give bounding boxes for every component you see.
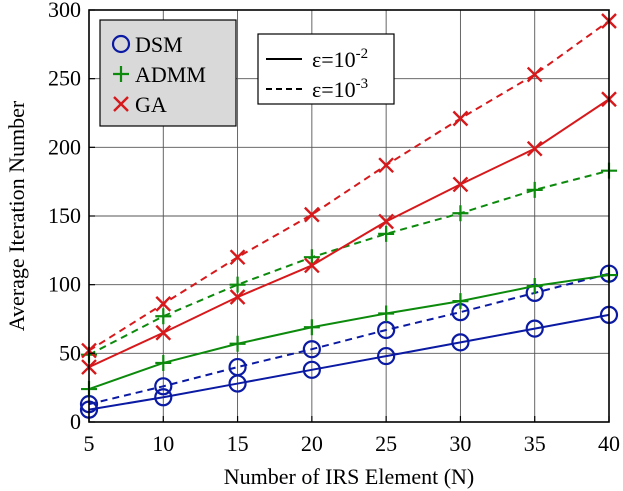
legend-methods-items: DSM ADMM GA xyxy=(111,32,206,117)
x-tick-label: 20 xyxy=(301,431,323,456)
data-point xyxy=(302,340,321,359)
data-point xyxy=(526,181,543,198)
x-tick-label: 35 xyxy=(524,431,546,456)
data-point xyxy=(377,320,396,340)
data-point xyxy=(526,66,543,83)
data-point xyxy=(525,319,544,338)
data-point xyxy=(378,305,395,322)
data-point xyxy=(154,377,173,396)
y-axis-title: Average Iteration Number xyxy=(4,100,29,331)
legend-tolerance-items: ε=10-2ε=10-3 xyxy=(266,46,368,102)
x-tick-label: 25 xyxy=(375,431,397,456)
data-point xyxy=(451,333,470,352)
data-point xyxy=(378,225,395,242)
data-point xyxy=(304,257,320,274)
series-line xyxy=(88,169,610,356)
legend-label-admm: ADMM xyxy=(135,62,206,87)
y-tick-label: 100 xyxy=(48,272,81,297)
data-point xyxy=(155,296,172,312)
data-point xyxy=(303,249,320,266)
data-point xyxy=(228,357,247,377)
y-tick-label: 150 xyxy=(48,203,81,228)
data-point xyxy=(155,354,172,371)
data-point xyxy=(229,276,246,293)
tolerance-base: ε=10 xyxy=(312,47,356,72)
data-point xyxy=(526,140,543,157)
legend-tolerance-label: ε=10-2 xyxy=(312,46,368,72)
tolerance-base: ε=10 xyxy=(312,77,356,102)
data-point xyxy=(452,205,469,222)
x-tick-label: 5 xyxy=(84,431,95,456)
data-point xyxy=(304,206,320,223)
legend-tolerance-box xyxy=(257,33,395,105)
data-point xyxy=(452,110,469,127)
y-tick-label: 250 xyxy=(48,66,81,91)
series-line xyxy=(88,313,610,411)
x-tick-label: 40 xyxy=(598,431,620,456)
data-point xyxy=(229,249,246,266)
x-axis-title: Number of IRS Element (N) xyxy=(224,464,475,489)
tolerance-exponent: -3 xyxy=(356,76,369,92)
data-point xyxy=(303,319,320,336)
legend-marker-dsm xyxy=(111,34,131,54)
x-tick-label: 10 xyxy=(152,431,174,456)
legend-label-dsm: DSM xyxy=(135,32,183,57)
data-point xyxy=(526,278,543,295)
series-line xyxy=(88,98,610,368)
data-point xyxy=(378,213,394,230)
legend-marker-ga xyxy=(113,96,129,112)
series-ga-eps-1e-2 xyxy=(81,91,617,375)
data-point xyxy=(155,308,172,325)
data-point xyxy=(154,388,173,407)
y-tick-label: 200 xyxy=(48,134,81,159)
data-point xyxy=(452,176,469,193)
legend-marker-admm xyxy=(113,66,129,82)
x-tick-label: 30 xyxy=(449,431,471,456)
data-point xyxy=(452,293,469,310)
series-line xyxy=(88,20,610,352)
series-line xyxy=(88,274,610,390)
legend-label-ga: GA xyxy=(135,92,167,117)
series-line xyxy=(88,272,610,406)
tolerance-exponent: -2 xyxy=(356,46,369,62)
legend-methods: DSM ADMM GA xyxy=(99,19,237,127)
data-point xyxy=(378,157,394,174)
ticks: 5 10 15 20 25 30 35 40 0 50 100 150 200 250 300 xyxy=(48,0,620,456)
data-point xyxy=(377,346,396,366)
y-tick-label: 50 xyxy=(59,340,81,365)
x-tick-label: 15 xyxy=(227,431,249,456)
legend-tolerance: ε=10-2ε=10-3 xyxy=(257,33,395,105)
y-tick-label: 300 xyxy=(48,0,81,22)
legend-tolerance-label: ε=10-3 xyxy=(312,76,368,102)
data-point xyxy=(229,335,246,352)
data-point xyxy=(155,324,172,341)
data-point xyxy=(302,360,321,379)
data-point xyxy=(229,289,246,305)
y-tick-label: 0 xyxy=(70,409,81,434)
